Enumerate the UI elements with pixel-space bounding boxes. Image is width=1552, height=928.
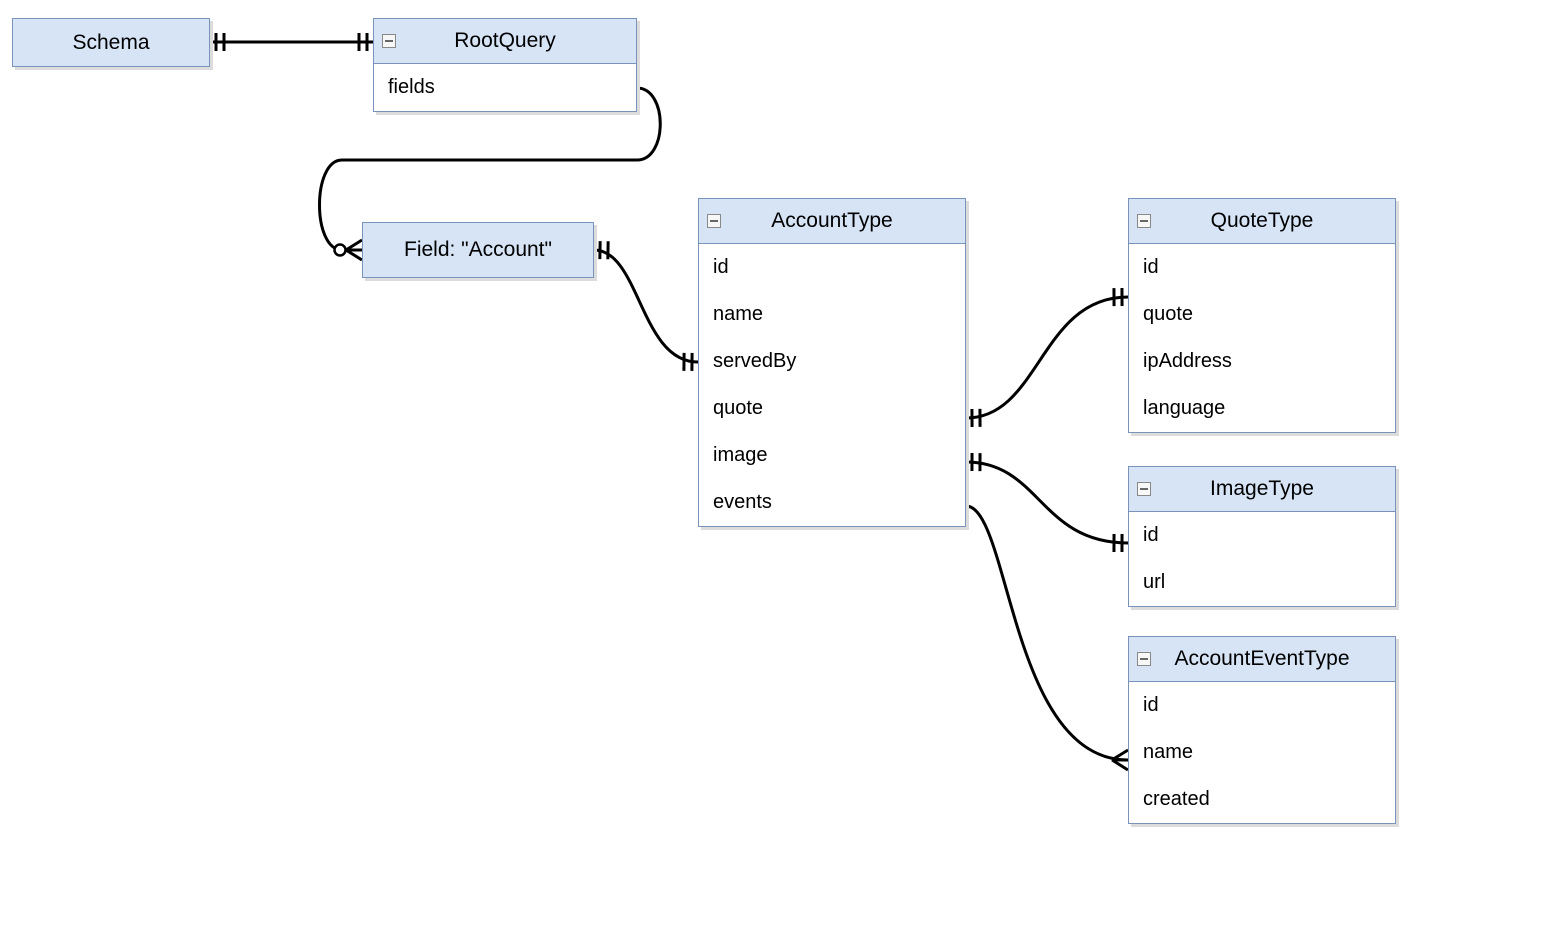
edge [966, 453, 1128, 552]
node-field-account[interactable]: Field: "Account" [362, 222, 594, 278]
collapse-icon[interactable] [707, 214, 721, 228]
node-account-type-title: AccountType [771, 209, 892, 232]
edge [966, 288, 1128, 427]
node-accountevent-type-header: AccountEventType [1129, 637, 1395, 682]
node-image-type-title: ImageType [1210, 477, 1314, 500]
table-row: name [1129, 729, 1395, 776]
table-row: ipAddress [1129, 338, 1395, 385]
table-row: id [1129, 244, 1395, 291]
collapse-icon[interactable] [1137, 214, 1151, 228]
node-schema-header: Schema [13, 19, 209, 66]
diagram-canvas: Schema RootQuery fields Field: "Account"… [0, 0, 1552, 928]
node-image-type-body: id url [1129, 512, 1395, 606]
node-field-account-title: Field: "Account" [404, 238, 552, 262]
node-account-type-body: id name servedBy quote image events [699, 244, 965, 526]
node-image-type-header: ImageType [1129, 467, 1395, 512]
node-rootquery-title: RootQuery [454, 29, 556, 52]
table-row: quote [1129, 291, 1395, 338]
edge [594, 241, 698, 371]
node-accountevent-type[interactable]: AccountEventType id name created [1128, 636, 1396, 824]
node-accountevent-type-title: AccountEventType [1174, 647, 1349, 670]
node-accountevent-type-body: id name created [1129, 682, 1395, 823]
collapse-icon[interactable] [1137, 652, 1151, 666]
collapse-icon[interactable] [382, 34, 396, 48]
node-quote-type-header: QuoteType [1129, 199, 1395, 244]
node-rootquery[interactable]: RootQuery fields [373, 18, 637, 112]
node-rootquery-row: fields [374, 64, 636, 111]
table-row: id [699, 244, 965, 291]
node-schema[interactable]: Schema [12, 18, 210, 67]
edge [966, 506, 1128, 770]
table-row: events [699, 479, 965, 526]
node-quote-type-title: QuoteType [1211, 209, 1314, 232]
node-image-type[interactable]: ImageType id url [1128, 466, 1396, 607]
node-rootquery-body: fields [374, 64, 636, 111]
table-row: quote [699, 385, 965, 432]
node-account-type[interactable]: AccountType id name servedBy quote image… [698, 198, 966, 527]
table-row: id [1129, 682, 1395, 729]
collapse-icon[interactable] [1137, 482, 1151, 496]
node-quote-type[interactable]: QuoteType id quote ipAddress language [1128, 198, 1396, 433]
table-row: id [1129, 512, 1395, 559]
table-row: url [1129, 559, 1395, 606]
edge [210, 33, 373, 51]
table-row: servedBy [699, 338, 965, 385]
table-row: name [699, 291, 965, 338]
node-quote-type-body: id quote ipAddress language [1129, 244, 1395, 432]
node-rootquery-header: RootQuery [374, 19, 636, 64]
node-field-account-header: Field: "Account" [363, 223, 593, 277]
node-schema-title: Schema [72, 31, 149, 55]
node-account-type-header: AccountType [699, 199, 965, 244]
table-row: image [699, 432, 965, 479]
table-row: created [1129, 776, 1395, 823]
table-row: language [1129, 385, 1395, 432]
